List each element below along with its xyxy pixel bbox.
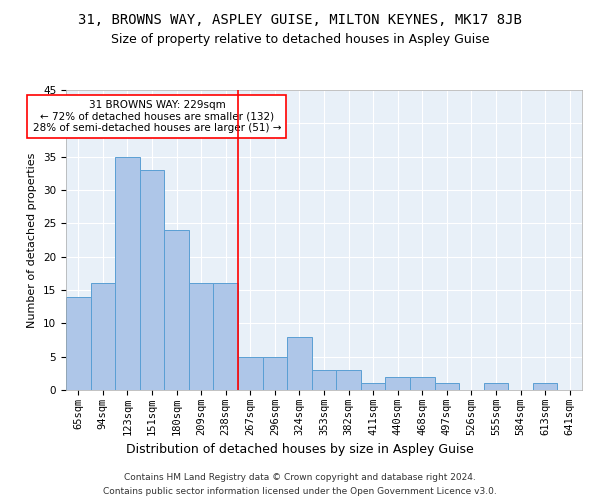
Bar: [533, 384, 557, 390]
Bar: [385, 376, 410, 390]
Bar: [238, 356, 263, 390]
Bar: [66, 296, 91, 390]
Bar: [410, 376, 434, 390]
Bar: [115, 156, 140, 390]
Bar: [91, 284, 115, 390]
Bar: [484, 384, 508, 390]
Bar: [164, 230, 189, 390]
Text: 31, BROWNS WAY, ASPLEY GUISE, MILTON KEYNES, MK17 8JB: 31, BROWNS WAY, ASPLEY GUISE, MILTON KEY…: [78, 12, 522, 26]
Text: Distribution of detached houses by size in Aspley Guise: Distribution of detached houses by size …: [126, 442, 474, 456]
Text: 31 BROWNS WAY: 229sqm
← 72% of detached houses are smaller (132)
28% of semi-det: 31 BROWNS WAY: 229sqm ← 72% of detached …: [32, 100, 281, 133]
Y-axis label: Number of detached properties: Number of detached properties: [28, 152, 37, 328]
Bar: [336, 370, 361, 390]
Bar: [312, 370, 336, 390]
Bar: [287, 336, 312, 390]
Bar: [263, 356, 287, 390]
Bar: [361, 384, 385, 390]
Text: Contains HM Land Registry data © Crown copyright and database right 2024.: Contains HM Land Registry data © Crown c…: [124, 472, 476, 482]
Bar: [189, 284, 214, 390]
Text: Size of property relative to detached houses in Aspley Guise: Size of property relative to detached ho…: [111, 32, 489, 46]
Text: Contains public sector information licensed under the Open Government Licence v3: Contains public sector information licen…: [103, 488, 497, 496]
Bar: [214, 284, 238, 390]
Bar: [434, 384, 459, 390]
Bar: [140, 170, 164, 390]
